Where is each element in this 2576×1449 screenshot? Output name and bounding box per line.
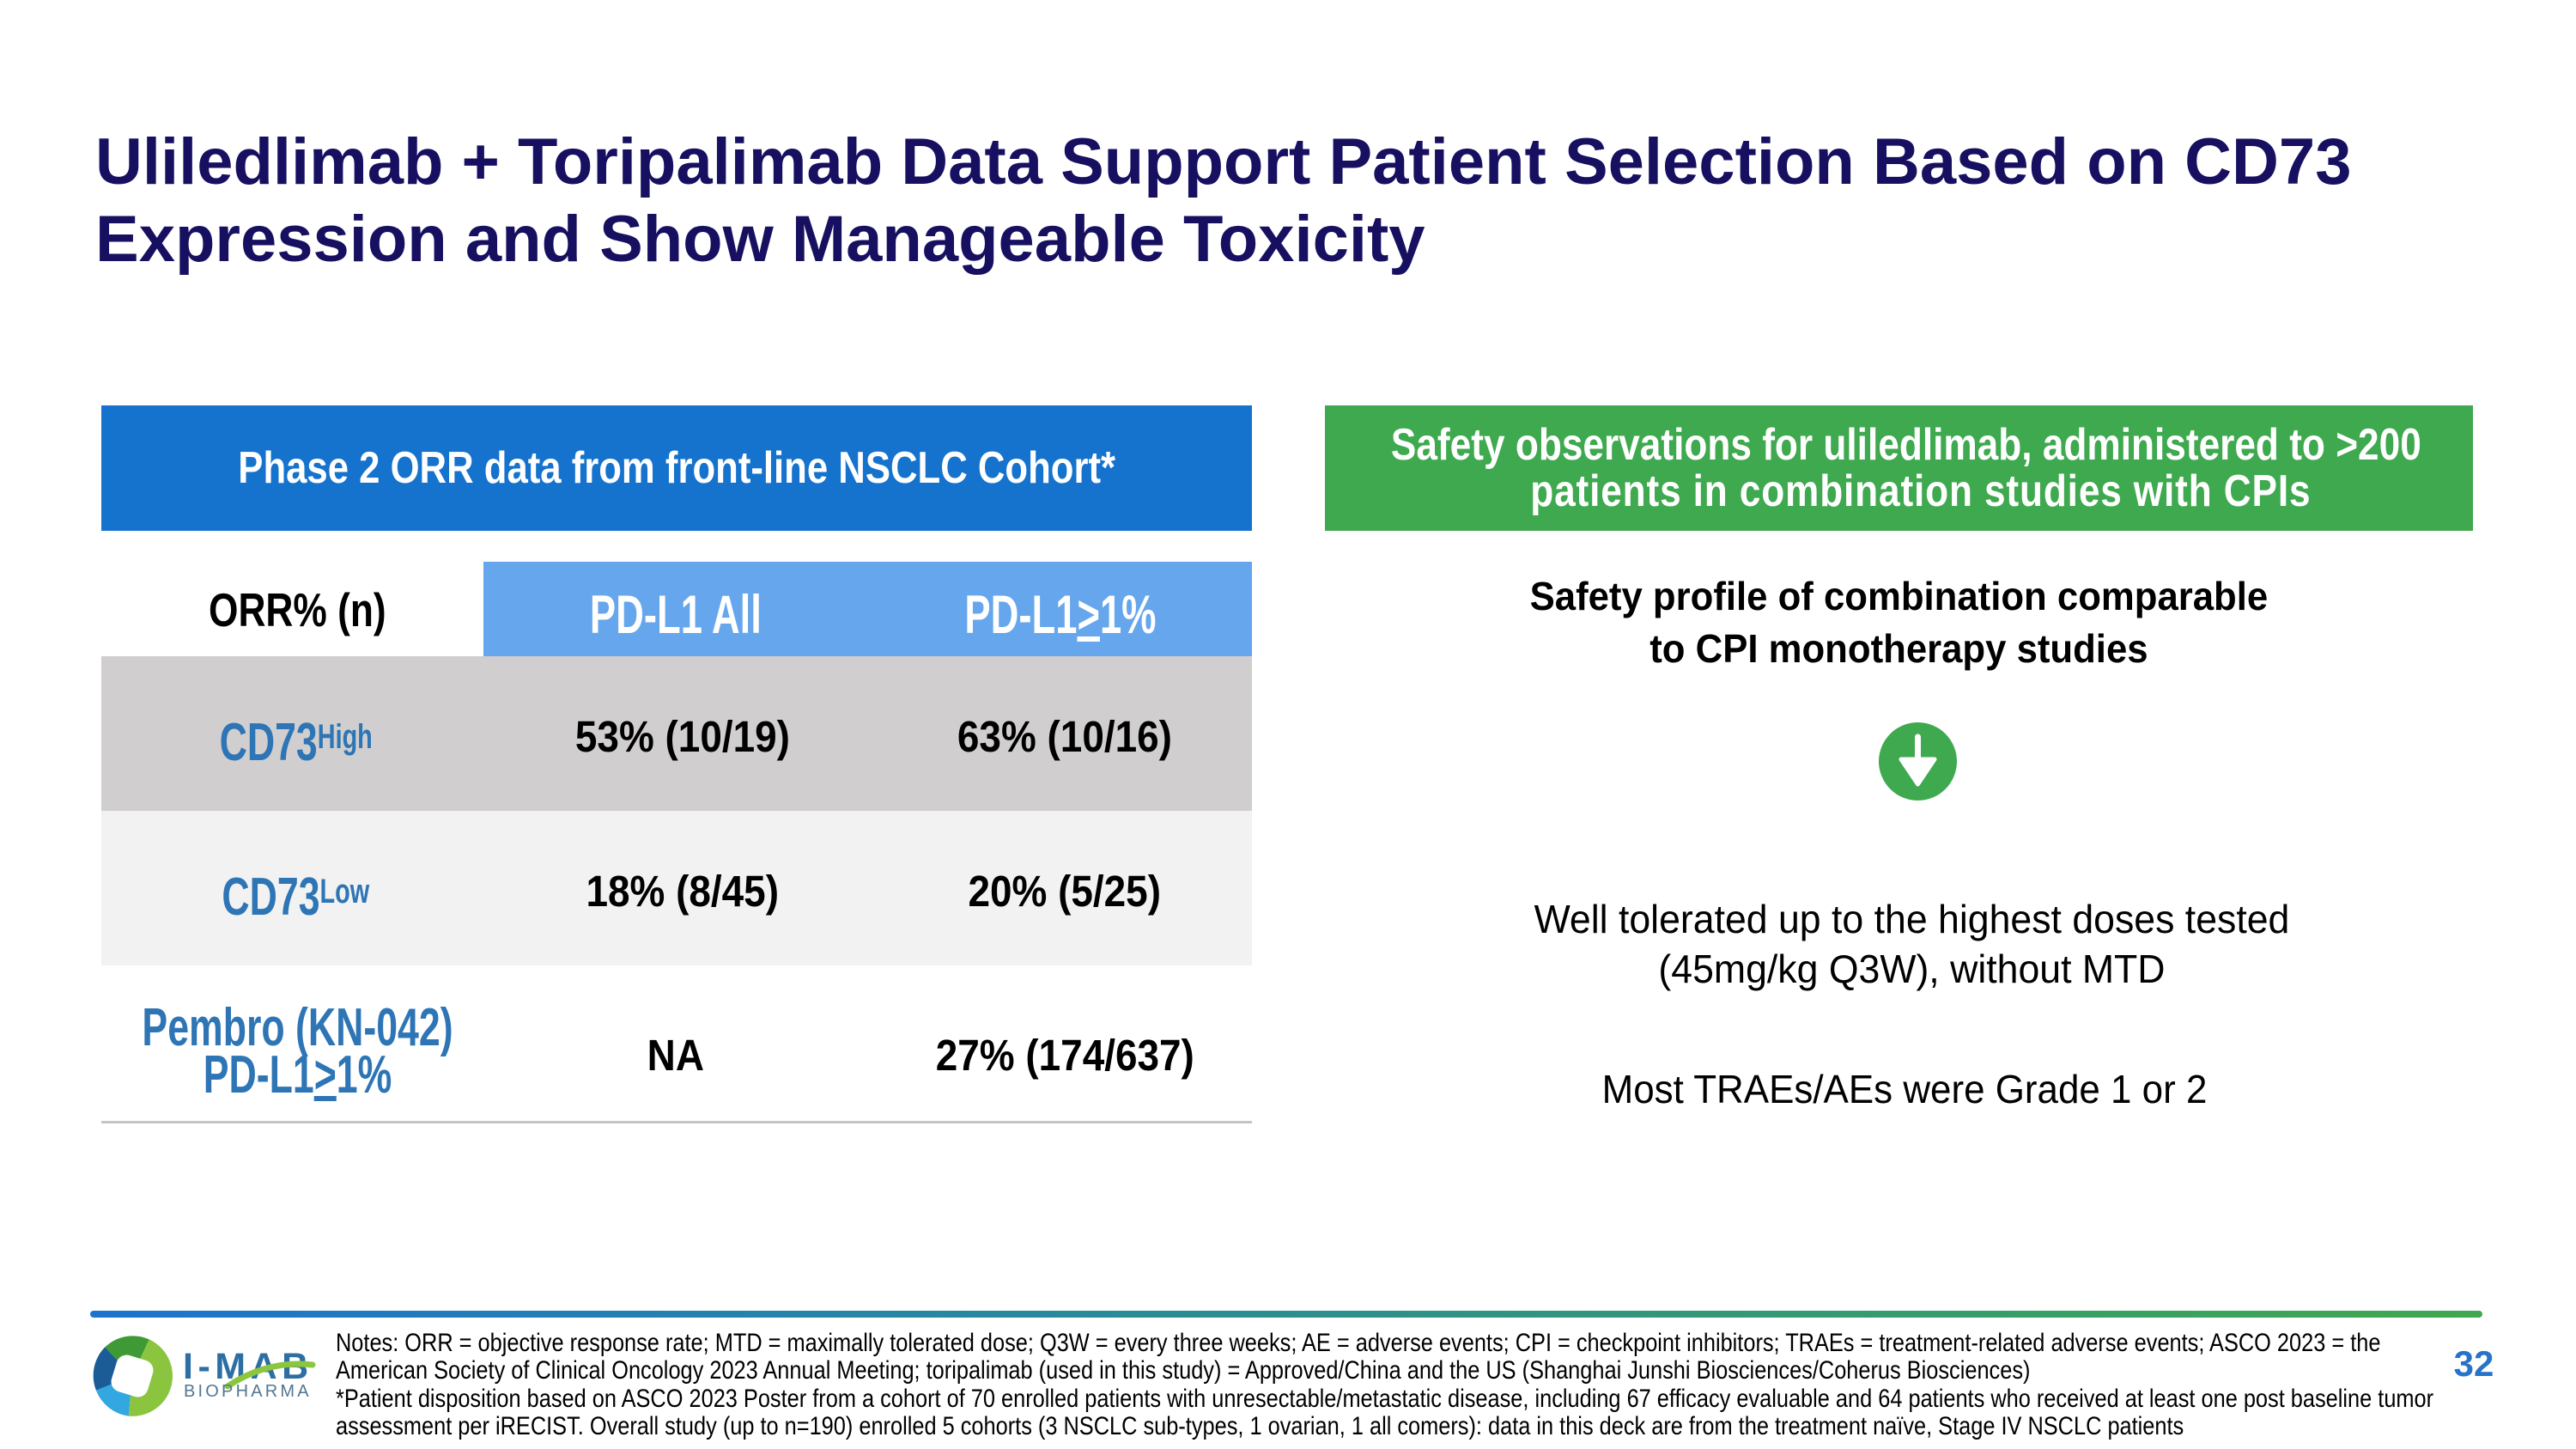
svg-text:BIOPHARMA: BIOPHARMA xyxy=(184,1382,312,1401)
